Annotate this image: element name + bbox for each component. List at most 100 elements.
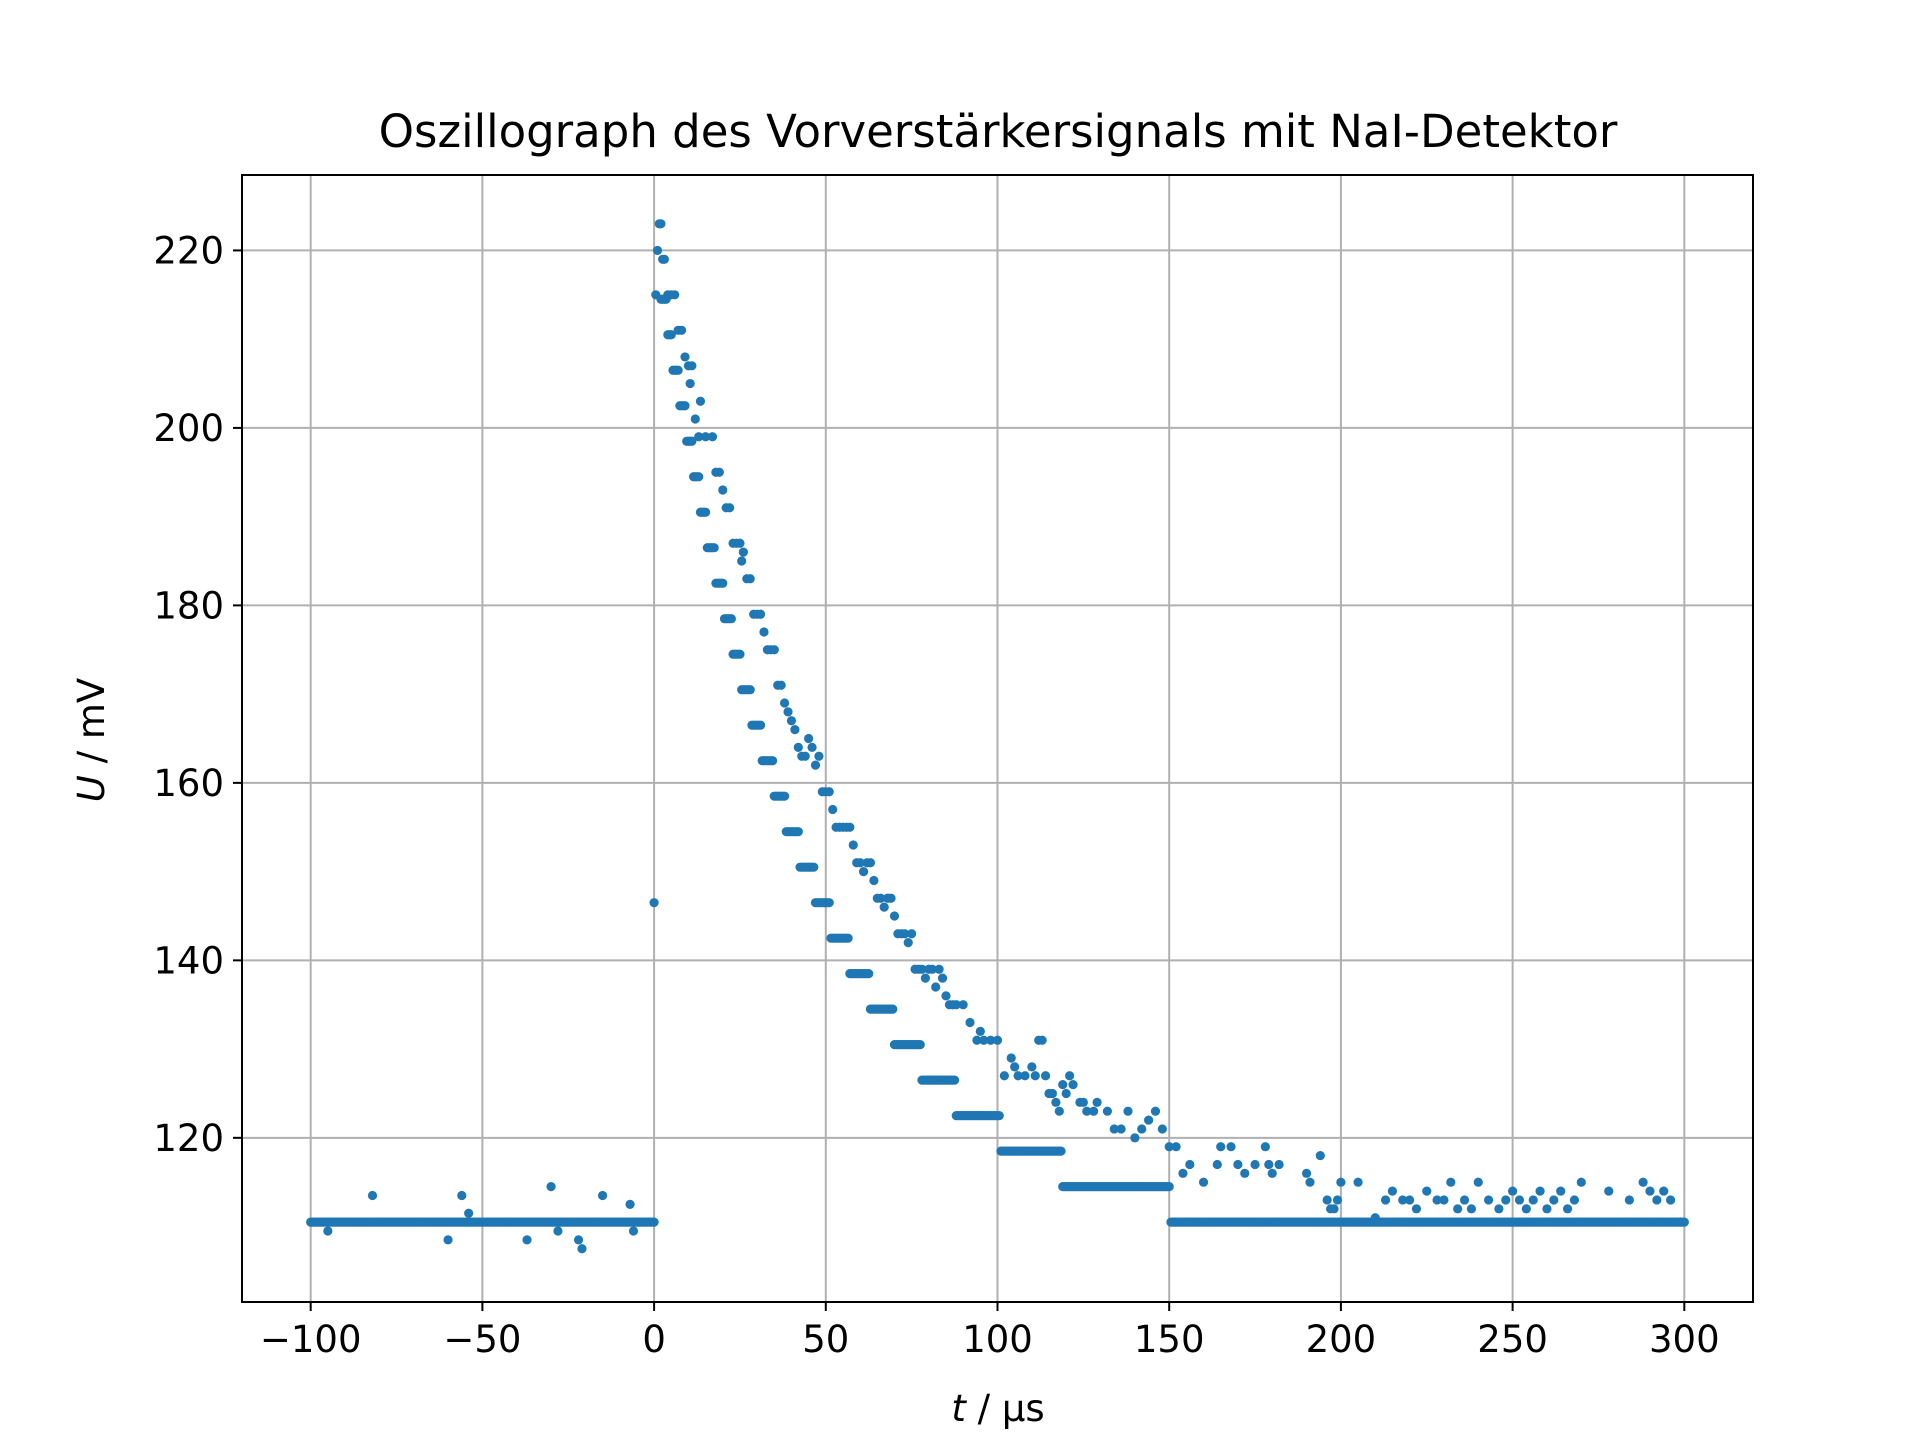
data-point: [1178, 1168, 1188, 1178]
data-point: [1528, 1195, 1538, 1205]
data-point: [879, 902, 889, 912]
data-point: [810, 760, 821, 770]
data-point: [1185, 1159, 1195, 1170]
data-point: [670, 290, 680, 300]
data-point: [1010, 1062, 1020, 1072]
data-point: [625, 1199, 635, 1209]
data-point: [1137, 1124, 1147, 1134]
data-point: [869, 875, 879, 886]
data-point: [767, 756, 778, 766]
data-point: [1164, 1142, 1174, 1152]
data-point: [1652, 1195, 1662, 1205]
data-point: [1535, 1186, 1545, 1196]
data-point: [1336, 1177, 1346, 1187]
data-point: [573, 1235, 584, 1245]
data-point: [800, 751, 810, 761]
grid-lines: [242, 175, 1753, 1302]
data-point: [903, 938, 913, 948]
data-point: [680, 401, 690, 411]
data-point: [694, 472, 704, 482]
y-tick-label: 120: [153, 1117, 224, 1160]
data-point: [927, 964, 937, 974]
data-point: [1422, 1186, 1432, 1196]
data-point: [1198, 1177, 1209, 1187]
x-tick-label: 300: [1649, 1318, 1720, 1361]
data-point: [843, 933, 853, 943]
data-point: [701, 507, 711, 517]
x-tick-label: 100: [962, 1318, 1033, 1361]
data-point: [845, 822, 855, 832]
data-point: [1164, 1182, 1174, 1192]
data-point: [725, 503, 735, 513]
chart-title: Oszillograph des Vorverstärkersignals mi…: [379, 105, 1618, 158]
data-point: [755, 609, 766, 619]
data-point: [1453, 1204, 1463, 1214]
y-axis-unit: / mV: [70, 678, 113, 775]
data-point: [828, 804, 838, 815]
y-tick-label: 140: [153, 939, 224, 982]
data-point: [1216, 1142, 1226, 1152]
data-point: [1054, 1106, 1064, 1116]
data-point: [779, 791, 790, 801]
data-point: [695, 396, 706, 406]
data-point: [659, 254, 669, 264]
data-point: [790, 725, 800, 735]
data-point: [992, 1035, 1003, 1045]
data-point: [546, 1182, 556, 1192]
data-point: [676, 325, 687, 335]
data-point: [1065, 1071, 1075, 1081]
data-point: [745, 574, 755, 584]
data-point: [855, 858, 865, 868]
data-point: [1274, 1159, 1284, 1170]
data-point: [1226, 1142, 1236, 1152]
x-tick-label: 0: [642, 1318, 666, 1361]
data-point: [1305, 1177, 1315, 1187]
data-point: [1047, 1088, 1058, 1099]
data-point: [965, 1017, 975, 1028]
data-point: [687, 436, 697, 446]
data-point: [1569, 1195, 1580, 1205]
data-point: [522, 1235, 532, 1245]
data-point: [628, 1226, 639, 1236]
data-point: [656, 219, 666, 229]
data-point: [1144, 1115, 1154, 1125]
y-tick-label: 200: [153, 407, 224, 450]
data-point: [1494, 1204, 1504, 1214]
data-point: [934, 964, 944, 974]
data-point: [1380, 1195, 1391, 1205]
data-point: [1267, 1168, 1277, 1178]
y-axis-variable: U: [70, 775, 113, 802]
data-point: [1006, 1053, 1016, 1063]
data-point: [1514, 1195, 1525, 1205]
data-point: [707, 432, 718, 442]
data-point: [793, 742, 803, 752]
data-point: [804, 733, 814, 744]
data-point: [685, 378, 695, 389]
data-point: [888, 1004, 898, 1014]
data-point: [1659, 1186, 1669, 1196]
data-point: [793, 827, 803, 837]
data-point: [1020, 1071, 1030, 1081]
data-point: [972, 1035, 982, 1045]
data-point: [1439, 1195, 1449, 1205]
data-point: [457, 1190, 467, 1201]
x-tick-label: −50: [443, 1318, 521, 1361]
data-point: [1370, 1213, 1380, 1223]
data-point: [1102, 1106, 1112, 1116]
data-point: [937, 973, 948, 983]
data-point: [673, 365, 683, 375]
data-point: [975, 1026, 985, 1036]
x-tick-label: 250: [1477, 1318, 1548, 1361]
data-point: [553, 1226, 563, 1236]
data-point: [999, 1071, 1009, 1081]
data-point: [900, 929, 910, 939]
data-point: [1508, 1186, 1518, 1196]
data-point: [1037, 1035, 1047, 1045]
data-point: [1353, 1177, 1363, 1187]
data-point: [1411, 1204, 1422, 1214]
data-point: [1665, 1195, 1676, 1205]
data-point: [1027, 1062, 1037, 1072]
data-point: [1542, 1204, 1552, 1214]
